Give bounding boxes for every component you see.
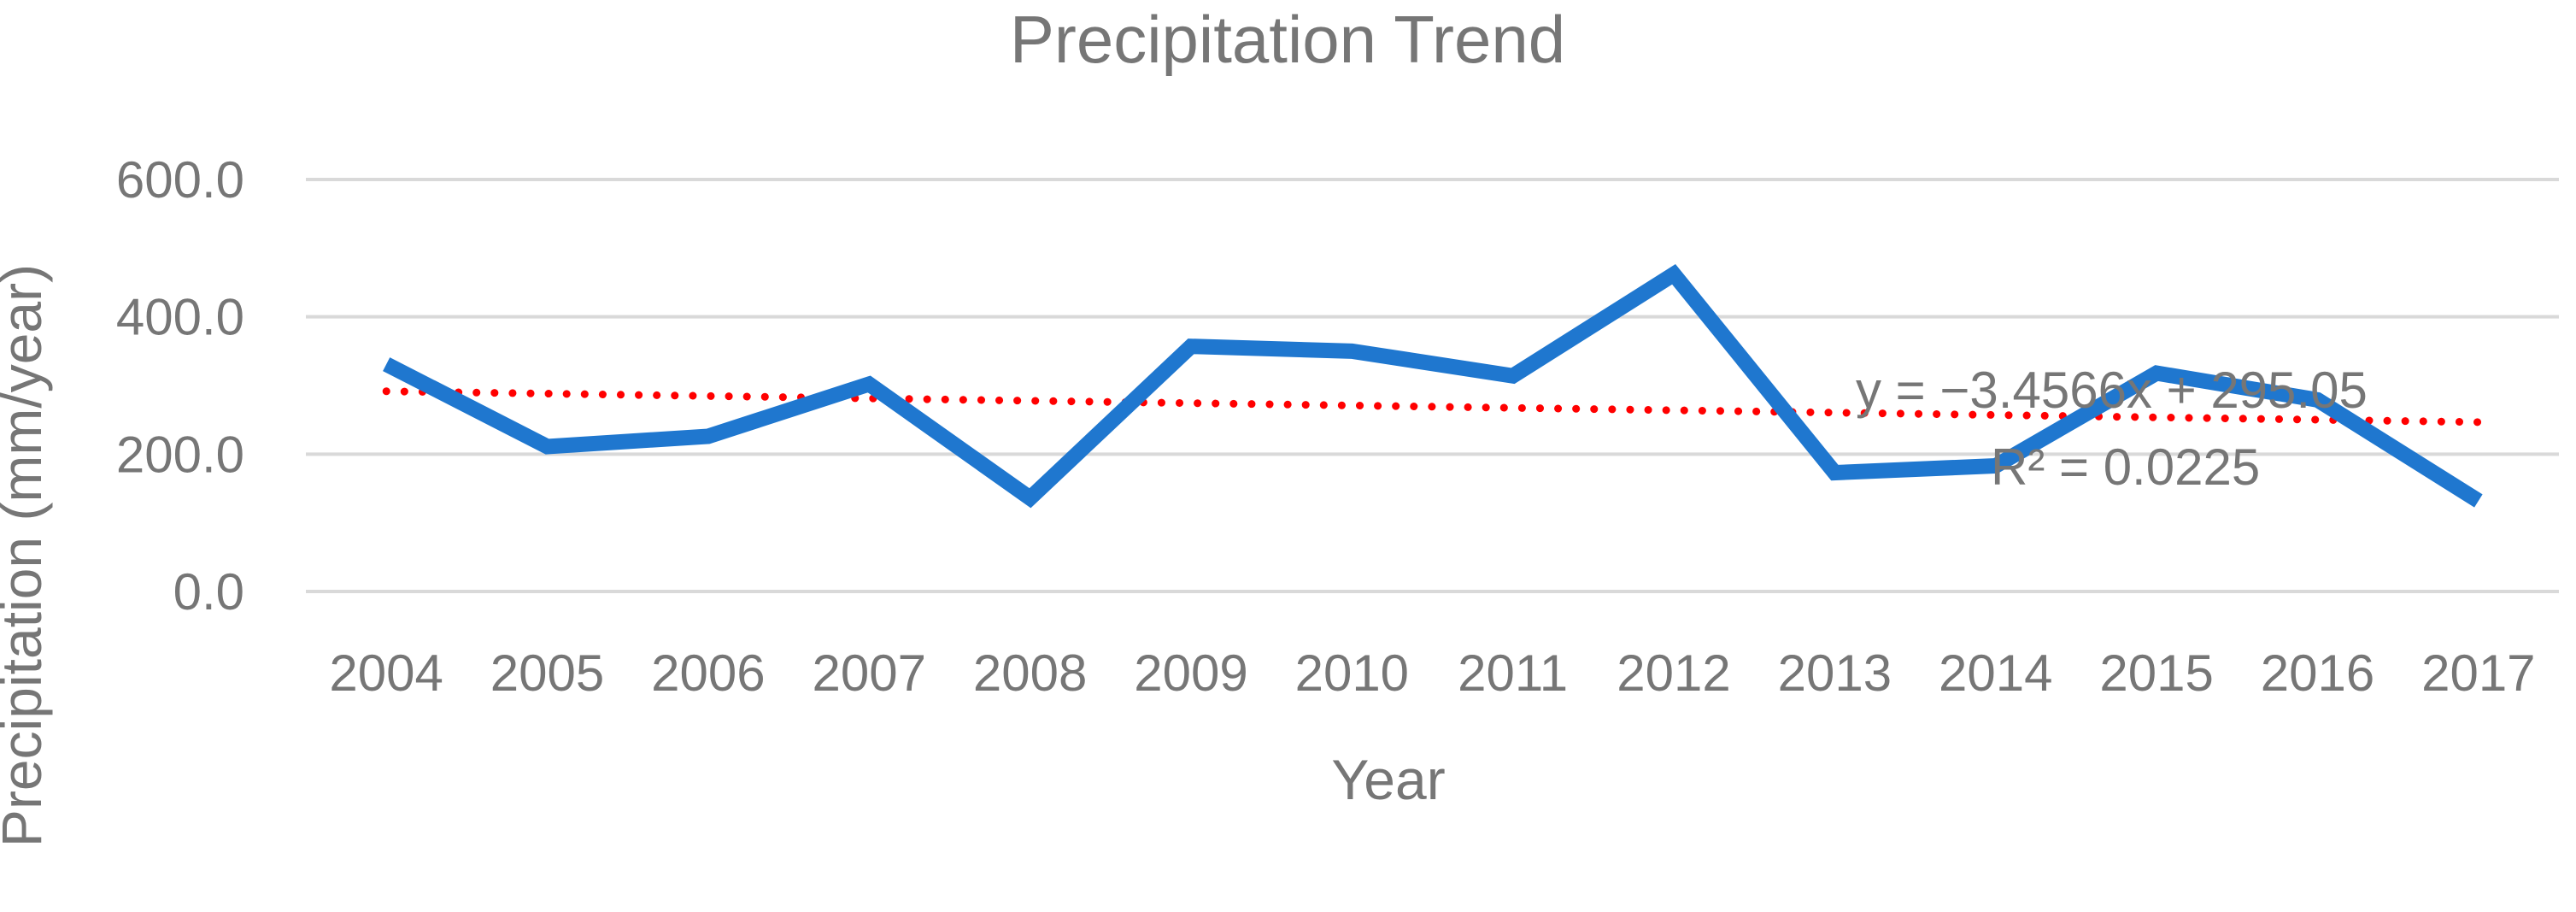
x-tick-label: 2007 <box>813 644 926 702</box>
data-point <box>1505 368 1521 384</box>
x-tick-label: 2017 <box>2421 644 2535 702</box>
data-point <box>1344 344 1359 359</box>
x-axis-title: Year <box>1331 748 1445 811</box>
y-tick-label: 400.0 <box>116 289 244 346</box>
gridlines <box>306 178 2559 593</box>
trendline-r-squared: R² = 0.0225 <box>1991 438 2260 496</box>
x-tick-label: 2011 <box>1458 644 1568 702</box>
x-tick-label: 2009 <box>1134 644 1247 702</box>
series-line-0 <box>383 263 2483 509</box>
x-tick-label: 2008 <box>973 644 1087 702</box>
data-point <box>1183 338 1199 354</box>
x-tick-label: 2014 <box>1939 644 2052 702</box>
trendline-group <box>382 387 2483 427</box>
y-tick-label: 600.0 <box>116 151 244 209</box>
data-point <box>540 438 555 454</box>
y-axis-tick-labels: 0.0 200.0 400.0 600.0 <box>116 151 244 621</box>
x-tick-label: 2010 <box>1295 644 1409 702</box>
y-tick-label: 200.0 <box>116 426 244 483</box>
x-tick-label: 2004 <box>329 644 443 702</box>
data-point <box>378 356 394 372</box>
series-group <box>383 263 2483 509</box>
x-tick-label: 2016 <box>2261 644 2374 702</box>
x-tick-label: 2015 <box>2099 644 2213 702</box>
x-tick-label: 2012 <box>1617 644 1730 702</box>
trendline-equation: y = −3.4566x + 295.05 <box>1856 362 2368 419</box>
data-point <box>701 428 716 444</box>
x-tick-label: 2013 <box>1778 644 1892 702</box>
y-axis-title: Precipitation (mm/year) <box>0 264 53 847</box>
y-tick-label: 0.0 <box>173 563 244 621</box>
data-point <box>1023 491 1038 506</box>
data-point <box>2471 493 2486 509</box>
chart-title: Precipitation Trend <box>1010 2 1565 77</box>
x-tick-label: 2006 <box>651 644 765 702</box>
x-tick-label: 2005 <box>490 644 604 702</box>
data-point <box>1827 465 1842 480</box>
data-point <box>1666 267 1681 282</box>
x-axis-tick-labels: 2004 2005 2006 2007 2008 2009 2010 2011 2012 2013… <box>329 644 2535 702</box>
trendline <box>382 387 2483 427</box>
data-point <box>861 376 877 391</box>
